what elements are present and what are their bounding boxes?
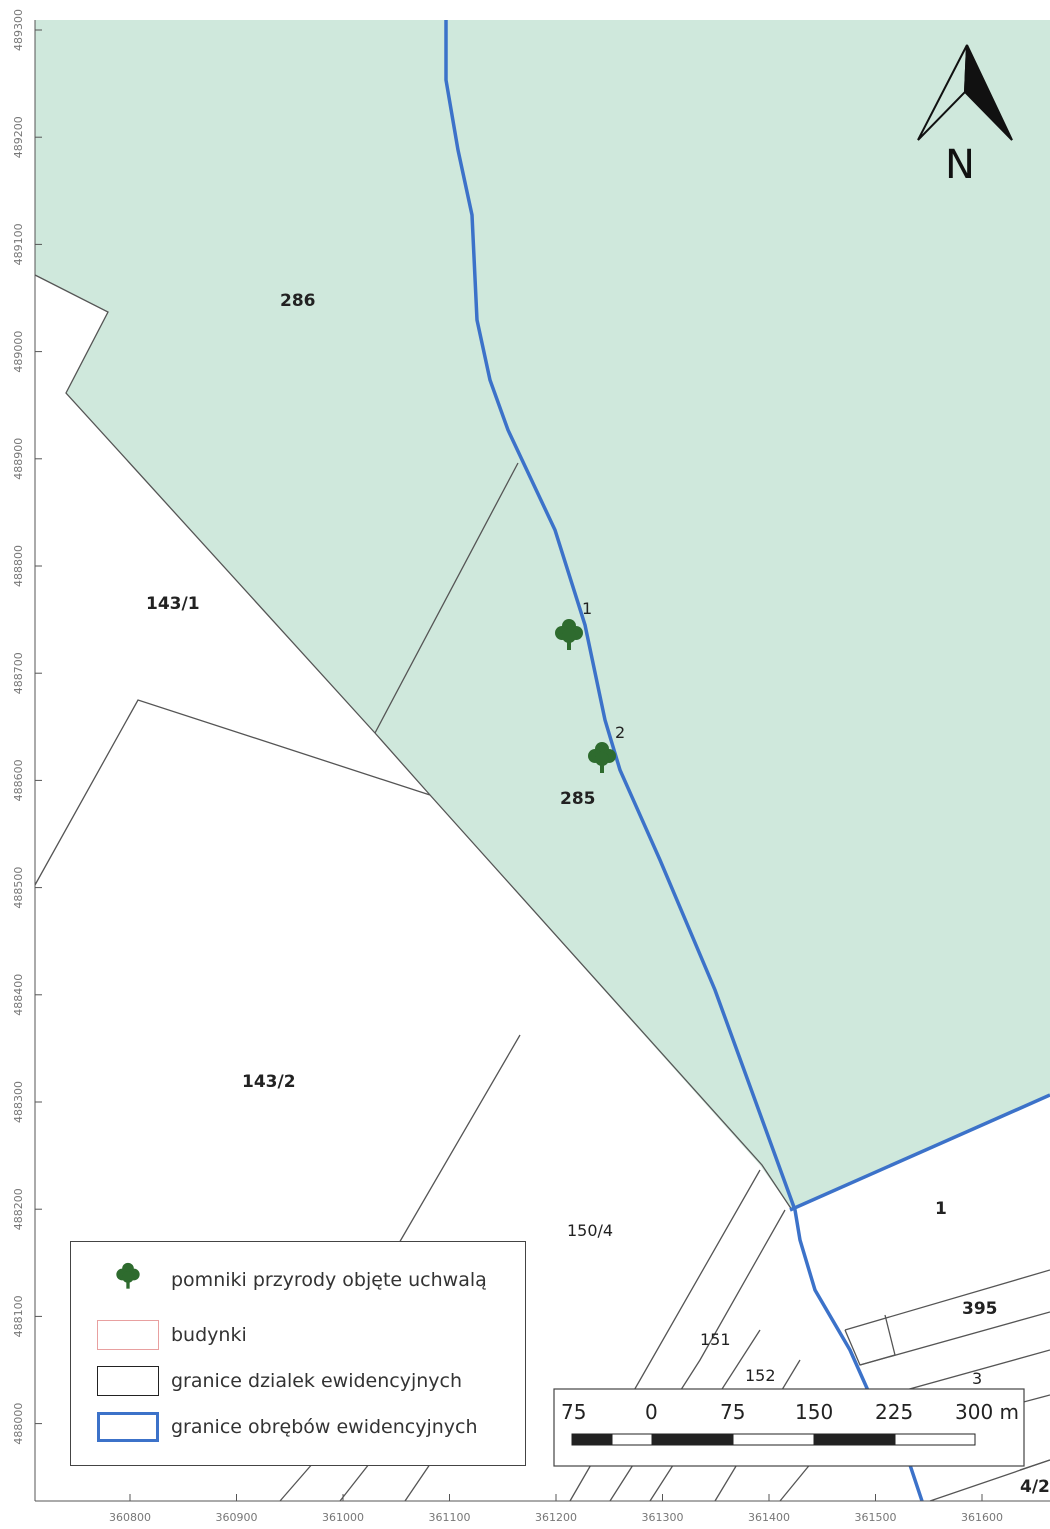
y-tick-label: 489300: [12, 9, 25, 51]
parcel-boundary-swatch: [97, 1366, 159, 1396]
x-tick-label: 360800: [109, 1511, 151, 1524]
parcel-label-150-4: 150/4: [567, 1221, 613, 1240]
legend-label-district-boundaries: granice obrębów ewidencyjnych: [171, 1416, 478, 1438]
parcel-label-1: 1: [935, 1199, 947, 1219]
legend-label-trees: pomniki przyrody objęte uchwalą: [171, 1269, 487, 1291]
scale-label-225: 225: [875, 1400, 913, 1424]
tree-icon: [116, 1262, 140, 1289]
tree-marker-2[interactable]: [588, 742, 616, 773]
parcel-label-4-2: 4/2: [1020, 1477, 1050, 1497]
north-arrow-icon: [917, 44, 1013, 141]
y-tick-label: 489000: [12, 331, 25, 373]
tree-icon: [555, 619, 583, 650]
parcel-label-285: 285: [560, 789, 596, 809]
y-tick-label: 489200: [12, 116, 25, 158]
parcel-label-286: 286: [280, 291, 316, 311]
scale-label-0: 0: [645, 1400, 658, 1424]
highlighted-area: [35, 20, 1050, 1210]
legend: pomniki przyrody objęte uchwalą budynki …: [70, 1241, 526, 1466]
y-tick-label: 488600: [12, 759, 25, 801]
legend-label-buildings: budynki: [171, 1324, 247, 1346]
tree-number-1: 1: [582, 599, 592, 618]
y-tick-label: 488900: [12, 438, 25, 480]
x-axis: 360800 360900 361000 361100 361200 361300 3614…: [35, 1494, 1050, 1524]
parcel-label-395: 395: [962, 1299, 998, 1319]
x-tick-label: 360900: [216, 1511, 258, 1524]
tree-marker-1[interactable]: [555, 619, 583, 650]
scale-label-300m: 300 m: [955, 1400, 1019, 1424]
parcel-label-151: 151: [700, 1330, 731, 1349]
y-tick-label: 488700: [12, 652, 25, 694]
y-tick-label: 488200: [12, 1188, 25, 1230]
north-arrow: N: [917, 44, 1013, 188]
parcel-label-143-1: 143/1: [146, 594, 200, 614]
scale-label-150: 150: [795, 1400, 833, 1424]
legend-label-parcel-boundaries: granice dzialek ewidencyjnych: [171, 1370, 463, 1392]
y-tick-label: 489100: [12, 223, 25, 265]
y-tick-label: 488100: [12, 1295, 25, 1337]
district-boundary-swatch: [97, 1412, 159, 1442]
tree-number-2: 2: [615, 723, 625, 742]
scale-label-75: 75: [720, 1400, 745, 1424]
scale-label-75-left: 75: [561, 1400, 586, 1424]
y-tick-label: 488400: [12, 974, 25, 1016]
scale-bar: 75 0 75 150 225 300 m: [553, 1388, 1025, 1467]
parcel-label-143-2: 143/2: [242, 1072, 296, 1092]
y-tick-label: 488000: [12, 1403, 25, 1445]
x-tick-label: 361200: [535, 1511, 577, 1524]
x-tick-label: 361600: [961, 1511, 1003, 1524]
y-tick-label: 488500: [12, 867, 25, 909]
north-label: N: [945, 142, 975, 188]
tree-icon: [588, 742, 616, 773]
district-boundaries: [444, 20, 1050, 1502]
y-tick-label: 488300: [12, 1081, 25, 1123]
y-tick-label: 488800: [12, 545, 25, 587]
x-tick-label: 361100: [429, 1511, 471, 1524]
y-axis: 489300 489200 489100 489000 488900 488800 4887…: [12, 9, 42, 1501]
parcel-label-3: 3: [972, 1369, 982, 1388]
x-tick-label: 361400: [748, 1511, 790, 1524]
x-tick-label: 361000: [322, 1511, 364, 1524]
x-tick-label: 361500: [855, 1511, 897, 1524]
building-swatch: [97, 1320, 159, 1350]
x-tick-label: 361300: [642, 1511, 684, 1524]
parcel-label-152: 152: [745, 1366, 776, 1385]
